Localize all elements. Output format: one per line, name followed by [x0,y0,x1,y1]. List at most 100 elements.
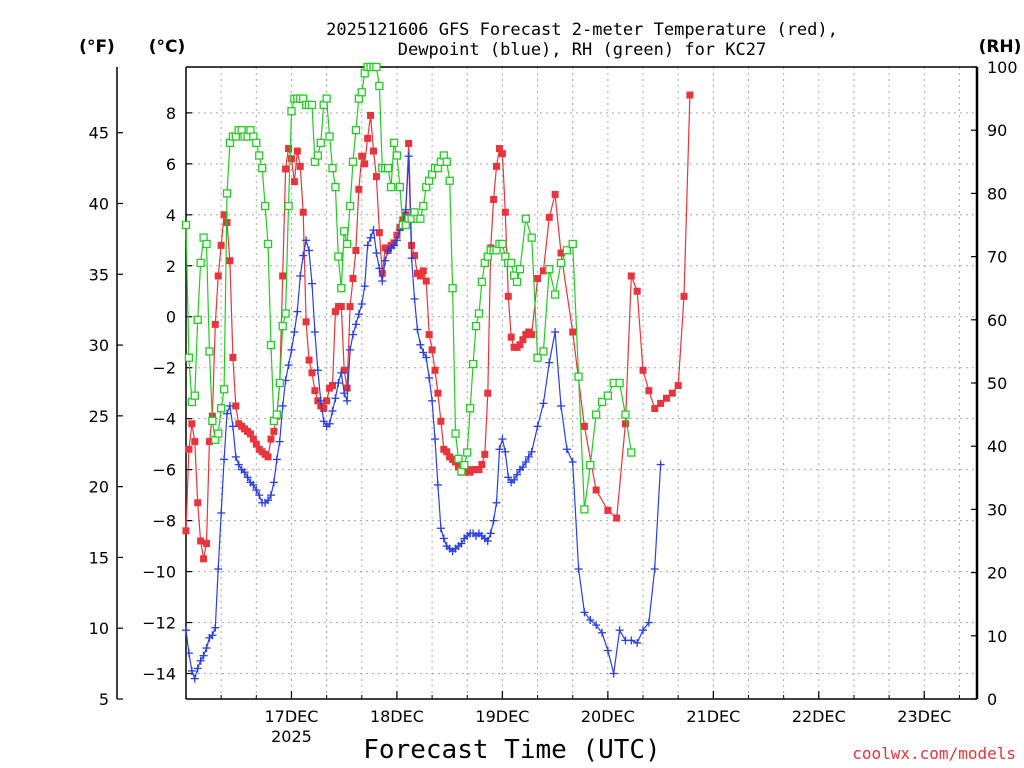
rh-point [562,246,572,255]
rh-point [591,410,601,419]
temperature-point [349,275,357,283]
temperature-point [220,211,228,219]
celsius-tick-label: −8 [152,512,176,531]
rh-point [395,182,405,192]
fahrenheit-tick-label: 45 [89,124,109,143]
dewpoint-point [404,152,413,161]
temperature-point [633,287,641,295]
rh-point [448,284,457,293]
rh-point [545,265,554,274]
dewpoint-point [223,409,232,418]
temperature-point [246,430,254,438]
dewpoint-point [272,455,281,464]
dewpoint-point [202,644,211,653]
dewpoint-point [343,396,352,405]
tick-labels: 51015202530354045−14−12−10−8−6−4−2024680… [89,58,1018,746]
rh-point [307,100,317,110]
dewpoint-point [302,236,311,245]
temperature-point [191,438,199,446]
rh-point [351,126,361,135]
dewpoint-point [598,628,607,637]
temperature-point [416,272,424,280]
credit-link[interactable]: coolwx.com/models [852,744,1016,763]
temperature-point [367,111,375,119]
fahrenheit-tick-label: 15 [89,548,109,567]
dewpoint-point [190,674,199,683]
fahrenheit-unit-label: (°F) [79,37,115,57]
dewpoint-point [410,294,419,303]
temperature-point [627,272,635,280]
dewpoint-point [319,417,328,426]
dewpoint-point [592,621,601,630]
rh-point [521,214,530,223]
rh-point [507,258,516,268]
dewpoint-point [199,651,208,660]
temperature-point [203,540,211,548]
fahrenheit-tick-label: 20 [89,478,109,497]
rh-point [615,378,624,388]
dewpoint-point [249,480,258,489]
temperature-point [282,165,290,173]
rh-point [586,461,595,470]
dewpoint-point [196,656,205,665]
temperature-point [501,208,509,216]
temperature-point [551,190,559,198]
temperature-point [604,506,612,514]
temperature-point [534,275,542,283]
dewpoint-point [580,608,589,617]
dewpoint-point [284,361,293,370]
rh-point [383,163,393,173]
dewpoint-series [182,152,665,683]
rh-point [328,163,337,173]
dewpoint-point [255,491,264,500]
dewpoint-point [182,626,190,635]
rh-point [219,385,229,394]
temperature-point [290,178,298,186]
temperature-point [478,461,486,469]
rh-point [284,201,293,211]
rh-point [325,132,334,141]
temperature-point [352,246,360,254]
temperature-point [662,394,670,402]
dewpoint-point [328,407,337,416]
dewpoint-point [407,254,416,263]
temperature-point [197,537,205,545]
temperature-point [528,331,536,339]
dewpoint-point [518,463,527,472]
temperature-point [580,422,588,430]
dewpoint-point [275,437,284,446]
temperature-point [346,303,354,311]
dewpoint-point [228,422,237,431]
rh-tick-label: 100 [987,58,1018,77]
celsius-tick-label: 8 [166,104,176,123]
grid-lines [186,67,977,699]
x-axis-label: Forecast Time (UTC) [363,735,660,765]
temperature-point [320,404,328,412]
rh-point [196,258,205,268]
temperature-point [226,257,234,265]
temperature-point [270,427,278,435]
rh-series [181,62,636,514]
rh-point [281,309,290,318]
rh-point [389,138,399,147]
rh-point [515,265,525,274]
day-tick-label: 22DEC [792,707,846,726]
rh-point [550,290,560,299]
temperature-point [645,387,653,395]
dewpoint-point [217,508,226,517]
rh-point [217,404,226,413]
dewpoint-point [492,498,501,507]
dewpoint-point [334,379,343,387]
celsius-tick-label: −14 [142,665,176,684]
fahrenheit-tick-label: 5 [99,690,109,709]
temperature-point [434,389,442,397]
rh-point [334,252,343,261]
rh-point [460,461,469,470]
temperature-point [504,292,512,300]
rh-point [372,62,381,72]
dewpoint-point [231,452,240,461]
celsius-tick-label: −2 [152,359,176,378]
dewpoint-point [562,445,571,454]
temperature-point [493,162,501,170]
